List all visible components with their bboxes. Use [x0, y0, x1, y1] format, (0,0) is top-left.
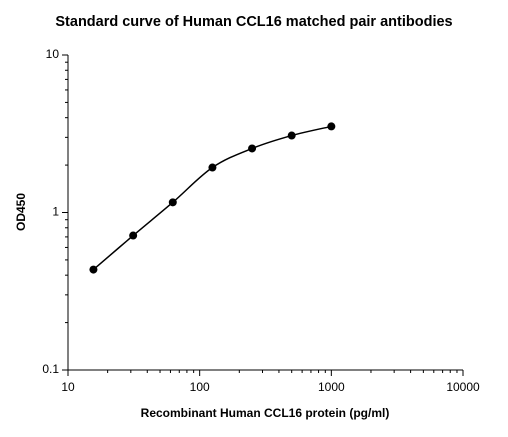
x-tick-label: 10000	[446, 380, 480, 394]
data-point	[248, 144, 257, 153]
y-axis-label: OD450	[14, 193, 28, 231]
data-point	[168, 198, 177, 207]
x-tick-label: 100	[190, 380, 210, 394]
data-point	[287, 131, 296, 140]
x-axis-label: Recombinant Human CCL16 protein (pg/ml)	[141, 406, 390, 420]
data-point	[89, 265, 98, 274]
fit-curve	[92, 125, 332, 271]
data-point	[129, 231, 138, 240]
y-tick-label: 0.1	[42, 362, 59, 376]
y-tick-label: 10	[46, 47, 60, 61]
data-point	[208, 163, 217, 172]
y-tick-label: 1	[52, 205, 59, 219]
data-point	[327, 122, 336, 131]
chart-title: Standard curve of Human CCL16 matched pa…	[55, 14, 452, 30]
x-tick-label: 10	[61, 380, 75, 394]
x-tick-label: 1000	[318, 380, 345, 394]
